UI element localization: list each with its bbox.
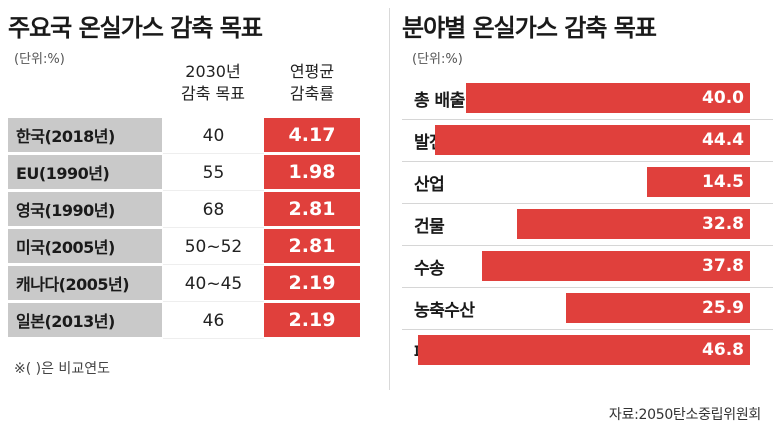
bar-row: 폐기물46.8 [402, 329, 773, 370]
bar: 37.8 [481, 251, 750, 281]
rate-cell: 2.19 [264, 303, 360, 339]
bar-row: 수송 37.8 [402, 245, 773, 286]
value-label: 37.8 [702, 256, 744, 276]
value-label: 46.8 [702, 340, 744, 360]
chart-unit: (단위:%) [412, 52, 463, 67]
target-cell: 68 [163, 192, 264, 228]
bar-row: 농축수산 25.9 [402, 287, 773, 328]
category-label: 총 배출량 [414, 90, 480, 111]
value-label: 32.8 [702, 214, 744, 234]
category-label: 농축수산 [414, 300, 475, 321]
table-unit: (단위:%) [14, 52, 65, 67]
table-row: 미국(2005년) 50~52 2.81 [8, 229, 360, 265]
value-label: 40.0 [702, 88, 744, 108]
category-label: 산업 [414, 174, 445, 195]
row-rule [402, 329, 773, 330]
row-rule [402, 119, 773, 120]
country-cell: 캐나다(2005년) [8, 266, 162, 302]
table-row: 영국(1990년) 68 2.81 [8, 192, 360, 228]
row-rule [402, 287, 773, 288]
bar: 14.5 [647, 167, 750, 197]
bar-row: 건물 32.8 [402, 203, 773, 244]
rate-cell: 2.81 [264, 192, 360, 228]
category-label: 건물 [414, 216, 445, 237]
value-label: 25.9 [702, 298, 744, 318]
bar: 40.0 [466, 83, 750, 113]
header-rate-line2: 감축률 [289, 84, 335, 103]
bar: 44.4 [434, 125, 750, 155]
bar-row: 총 배출량 40.0 [402, 78, 773, 118]
chart-title: 분야별 온실가스 감축 목표 [402, 14, 657, 42]
comparison-year-note: ※( )은 비교연도 [14, 361, 110, 377]
rate-cell: 2.19 [264, 266, 360, 302]
rate-cell: 2.81 [264, 229, 360, 265]
sector-bar-chart: 분야별 온실가스 감축 목표 (단위:%) 총 배출량 40.0 발전등에너지공급4… [402, 0, 773, 402]
table-row: 한국(2018년) 40 4.17 [8, 118, 360, 154]
header-target-line2: 감축 목표 [181, 84, 245, 103]
bar: 25.9 [566, 293, 750, 323]
value-label: 14.5 [702, 172, 744, 192]
value-label: 44.4 [702, 130, 744, 150]
header-rate: 연평균 감축률 [264, 54, 360, 112]
country-cell: 미국(2005년) [8, 229, 162, 265]
country-cell: EU(1990년) [8, 155, 162, 191]
category-label: 수송 [414, 258, 445, 279]
target-cell: 46 [163, 303, 264, 339]
row-rule [402, 245, 773, 246]
bar-row: 산업 14.5 [402, 161, 773, 202]
row-rule [402, 161, 773, 162]
row-rule [402, 203, 773, 204]
header-target: 2030년 감축 목표 [163, 54, 263, 112]
table-row: EU(1990년) 55 1.98 [8, 155, 360, 191]
rate-cell: 1.98 [264, 155, 360, 191]
table-title: 주요국 온실가스 감축 목표 [8, 14, 263, 42]
bar: 32.8 [517, 209, 750, 239]
source-credit: 자료:2050탄소중립위원회 [608, 407, 761, 423]
country-table-panel: 주요국 온실가스 감축 목표 (단위:%) 2030년 감축 목표 연평균 감축… [0, 0, 378, 402]
target-cell: 50~52 [163, 229, 264, 265]
country-cell: 영국(1990년) [8, 192, 162, 228]
bar: 46.8 [417, 335, 750, 365]
bar-row: 발전등에너지공급44.4 [402, 119, 773, 160]
target-cell: 40 [163, 118, 264, 154]
table-row: 캐나다(2005년) 40~45 2.19 [8, 266, 360, 302]
target-cell: 55 [163, 155, 264, 191]
header-rate-line1: 연평균 [289, 62, 335, 81]
header-target-line1: 2030년 [185, 62, 241, 81]
target-cell: 40~45 [163, 266, 264, 302]
country-cell: 한국(2018년) [8, 118, 162, 154]
rate-cell: 4.17 [264, 118, 360, 154]
country-cell: 일본(2013년) [8, 303, 162, 339]
table-row: 일본(2013년) 46 2.19 [8, 303, 360, 339]
panel-divider [389, 8, 390, 390]
